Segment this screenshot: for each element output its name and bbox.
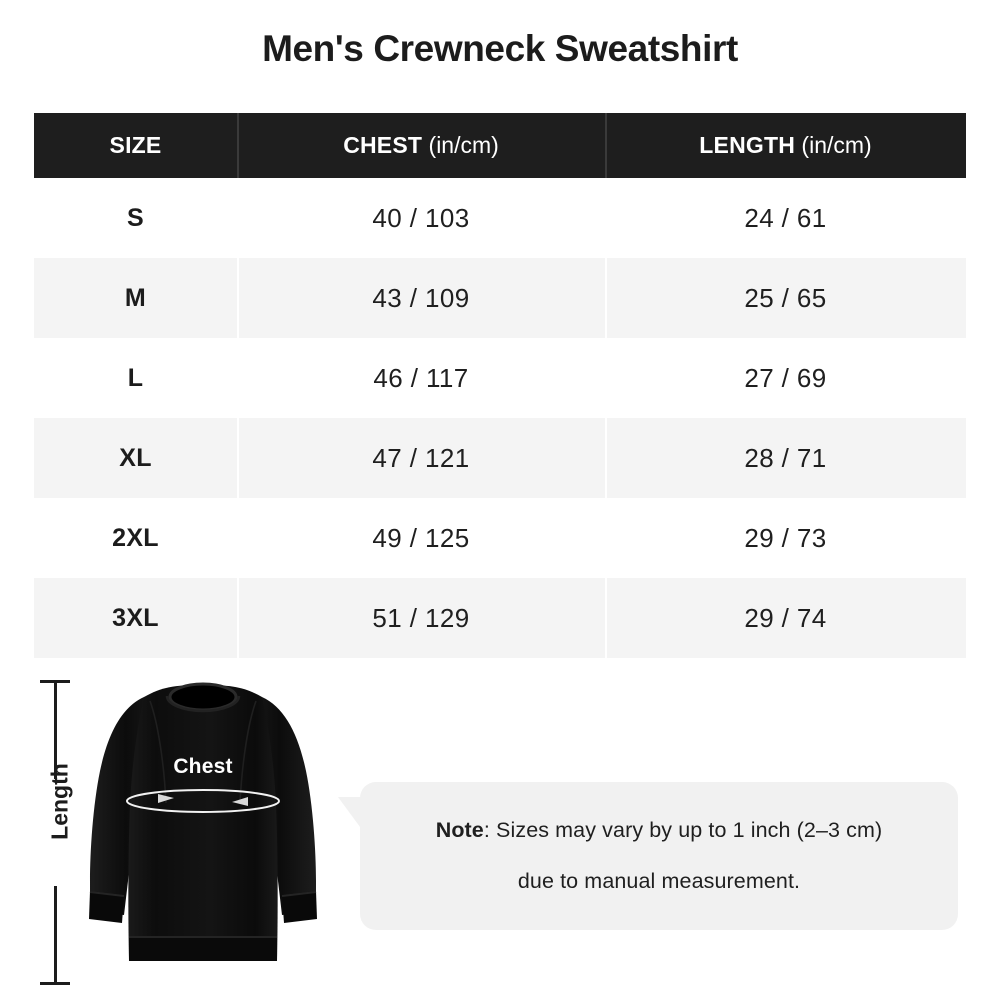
- note-line-1: Note: Sizes may vary by up to 1 inch (2–…: [436, 818, 883, 843]
- length-value: 25 / 65: [744, 282, 827, 313]
- length-value: 24 / 61: [744, 202, 827, 233]
- table-cell-length: 25 / 65: [605, 258, 966, 338]
- shoulder-seam-left: [149, 700, 167, 804]
- table-cell-length: 29 / 73: [605, 498, 966, 578]
- table-header-cell-chest: CHEST (in/cm): [237, 113, 605, 178]
- shoulder-seam-right: [239, 700, 257, 804]
- table-cell-chest: 51 / 129: [237, 578, 605, 658]
- table-row: 2XL 49 / 125 29 / 73: [34, 498, 966, 578]
- chest-value: 47 / 121: [372, 442, 470, 473]
- hem-band: [129, 937, 277, 961]
- length-value: 29 / 74: [744, 602, 827, 633]
- table-cell-size: M: [34, 258, 237, 338]
- length-measurement-bracket: Length: [38, 680, 84, 985]
- length-value: 29 / 73: [744, 522, 827, 553]
- table-cell-size: XL: [34, 418, 237, 498]
- chest-value: 49 / 125: [372, 522, 470, 553]
- table-cell-chest: 47 / 121: [237, 418, 605, 498]
- table-cell-chest: 49 / 125: [237, 498, 605, 578]
- table-cell-size: S: [34, 178, 237, 258]
- cuff-right: [282, 891, 317, 923]
- chest-value: 51 / 129: [372, 602, 470, 633]
- cuff-seam-right: [281, 891, 317, 897]
- table-cell-chest: 43 / 109: [237, 258, 605, 338]
- table-cell-size: 2XL: [34, 498, 237, 578]
- table-header-cell-length: LENGTH (in/cm): [605, 113, 966, 178]
- table-cell-size: 3XL: [34, 578, 237, 658]
- size-value: M: [124, 283, 147, 312]
- length-value: 28 / 71: [744, 442, 827, 473]
- chest-value: 43 / 109: [372, 282, 470, 313]
- table-cell-length: 28 / 71: [605, 418, 966, 498]
- size-chart-table: SIZE CHEST (in/cm) LENGTH (in/cm) S 40 /…: [34, 113, 966, 658]
- header-label-length-unit: (in/cm): [795, 132, 872, 158]
- table-row: 3XL 51 / 129 29 / 74: [34, 578, 966, 658]
- header-label-chest-main: CHEST: [343, 132, 423, 158]
- chest-arrow-left: [158, 794, 174, 803]
- cuff-left: [89, 891, 124, 923]
- chest-value: 46 / 117: [373, 362, 469, 393]
- size-value: XL: [119, 443, 152, 472]
- body-shape: [128, 685, 278, 961]
- sweatshirt-illustration: [89, 682, 317, 961]
- note-line-1-rest: : Sizes may vary by up to 1 inch (2–3 cm…: [483, 818, 883, 842]
- page-title: Men's Crewneck Sweatshirt: [262, 28, 738, 69]
- bracket-cap-bottom: [40, 982, 70, 985]
- neck-opening: [170, 684, 236, 710]
- table-row: S 40 / 103 24 / 61: [34, 178, 966, 258]
- header-label-size-main: SIZE: [109, 132, 162, 158]
- table-row: L 46 / 117 27 / 69: [34, 338, 966, 418]
- header-label-chest-unit: (in/cm): [422, 132, 499, 158]
- size-value: S: [127, 203, 144, 232]
- length-value: 27 / 69: [744, 362, 827, 393]
- bracket-line-lower: [54, 886, 57, 984]
- table-header-row: SIZE CHEST (in/cm) LENGTH (in/cm): [34, 113, 966, 178]
- size-value: L: [127, 363, 144, 392]
- size-value: 2XL: [112, 523, 159, 552]
- table-cell-size: L: [34, 338, 237, 418]
- bracket-line-upper: [54, 681, 57, 779]
- note-bold-prefix: Note: [435, 818, 484, 842]
- table-cell-length: 27 / 69: [605, 338, 966, 418]
- note-bubble: Note: Sizes may vary by up to 1 inch (2–…: [360, 782, 958, 930]
- collar-outer-rib: [165, 695, 241, 713]
- table-row: M 43 / 109 25 / 65: [34, 258, 966, 338]
- chest-value: 40 / 103: [372, 202, 470, 233]
- table-cell-length: 29 / 74: [605, 578, 966, 658]
- header-label-length-main: LENGTH: [699, 132, 796, 158]
- table-cell-chest: 40 / 103: [237, 178, 605, 258]
- note-line-2: due to manual measurement.: [517, 869, 801, 893]
- size-value: 3XL: [112, 603, 159, 632]
- table-cell-chest: 46 / 117: [237, 338, 605, 418]
- chest-arrow-right: [232, 797, 248, 806]
- table-cell-length: 24 / 61: [605, 178, 966, 258]
- cuff-seam-left: [89, 891, 125, 897]
- note-text-block: Note: Sizes may vary by up to 1 inch (2–…: [360, 782, 958, 930]
- length-label: Length: [46, 763, 73, 840]
- note-bubble-tail: [338, 797, 363, 831]
- table-header-cell-size: SIZE: [34, 113, 237, 178]
- measurement-illustration: Length: [0, 665, 1000, 1000]
- chest-measure-ellipse: [126, 789, 280, 813]
- table-row: XL 47 / 121 28 / 71: [34, 418, 966, 498]
